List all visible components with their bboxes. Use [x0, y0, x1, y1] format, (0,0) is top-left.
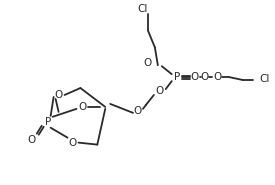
- Text: O: O: [191, 72, 199, 82]
- Text: P: P: [45, 117, 51, 127]
- Text: O: O: [134, 106, 142, 116]
- Text: O: O: [144, 58, 152, 68]
- Text: O: O: [200, 72, 209, 82]
- Text: O: O: [68, 138, 77, 148]
- Text: P: P: [174, 72, 180, 82]
- Text: Cl: Cl: [138, 4, 148, 14]
- Text: O: O: [156, 86, 164, 96]
- Text: O: O: [28, 135, 36, 145]
- Text: O: O: [213, 72, 222, 82]
- Text: O: O: [54, 90, 63, 100]
- Text: Cl: Cl: [259, 74, 270, 84]
- Text: O: O: [78, 102, 87, 112]
